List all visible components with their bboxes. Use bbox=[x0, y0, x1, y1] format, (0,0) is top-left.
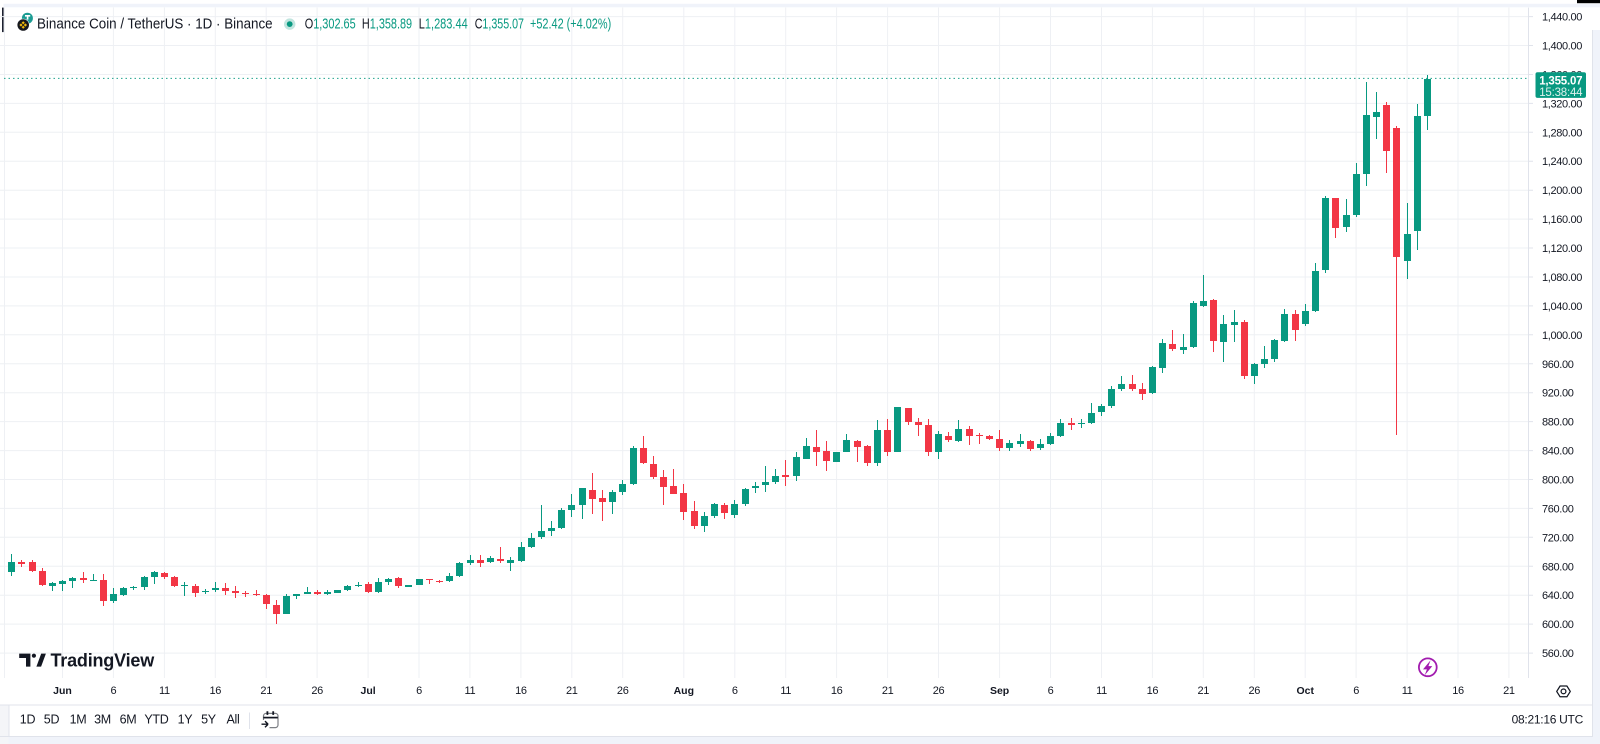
svg-text:6: 6 bbox=[1353, 685, 1359, 697]
svg-text:26: 26 bbox=[933, 685, 945, 697]
svg-text:Jun: Jun bbox=[53, 685, 72, 697]
svg-text:6M: 6M bbox=[120, 713, 137, 727]
svg-text:1,240.00: 1,240.00 bbox=[1542, 156, 1582, 168]
svg-text:600.00: 600.00 bbox=[1542, 619, 1574, 631]
svg-text:11: 11 bbox=[159, 685, 170, 697]
svg-text:21: 21 bbox=[566, 685, 578, 697]
svg-text:C1,355.07: C1,355.07 bbox=[475, 17, 524, 33]
svg-text:Jul: Jul bbox=[361, 685, 376, 697]
svg-text:960.00: 960.00 bbox=[1542, 359, 1574, 371]
svg-text:11: 11 bbox=[780, 685, 791, 697]
svg-text:H1,358.89: H1,358.89 bbox=[362, 17, 412, 33]
svg-text:Oct: Oct bbox=[1296, 685, 1314, 697]
svg-text:All: All bbox=[227, 713, 240, 727]
svg-text:1,040.00: 1,040.00 bbox=[1542, 301, 1582, 313]
svg-text:6: 6 bbox=[1048, 685, 1054, 697]
svg-text:560.00: 560.00 bbox=[1542, 648, 1574, 660]
svg-text:920.00: 920.00 bbox=[1542, 388, 1574, 400]
svg-text:Aug: Aug bbox=[674, 685, 694, 697]
svg-text:880.00: 880.00 bbox=[1542, 417, 1574, 429]
svg-text:16: 16 bbox=[1147, 685, 1159, 697]
svg-text:Sep: Sep bbox=[990, 685, 1009, 697]
svg-text:21: 21 bbox=[1503, 685, 1515, 697]
svg-text:1,440.00: 1,440.00 bbox=[1542, 12, 1582, 24]
svg-text:800.00: 800.00 bbox=[1542, 475, 1574, 487]
svg-text:11: 11 bbox=[1402, 685, 1413, 697]
svg-text:YTD: YTD bbox=[144, 713, 168, 727]
svg-text:1,080.00: 1,080.00 bbox=[1542, 272, 1582, 284]
svg-text:15:38:44: 15:38:44 bbox=[1539, 87, 1583, 99]
svg-text:1,355.07: 1,355.07 bbox=[1539, 76, 1582, 88]
svg-text:1,200.00: 1,200.00 bbox=[1542, 185, 1582, 197]
svg-text:760.00: 760.00 bbox=[1542, 503, 1574, 515]
svg-text:1,120.00: 1,120.00 bbox=[1542, 243, 1582, 255]
svg-text:26: 26 bbox=[617, 685, 629, 697]
svg-text:1,320.00: 1,320.00 bbox=[1542, 98, 1582, 110]
svg-text:08:21:16 UTC: 08:21:16 UTC bbox=[1512, 713, 1584, 727]
svg-text:21: 21 bbox=[260, 685, 272, 697]
svg-text:6: 6 bbox=[732, 685, 738, 697]
svg-text:16: 16 bbox=[1452, 685, 1464, 697]
svg-text:16: 16 bbox=[515, 685, 527, 697]
svg-text:5D: 5D bbox=[44, 713, 60, 727]
svg-text:L1,283.44: L1,283.44 bbox=[419, 17, 468, 33]
svg-text:+52.42 (+4.02%): +52.42 (+4.02%) bbox=[530, 17, 611, 33]
svg-text:1,280.00: 1,280.00 bbox=[1542, 127, 1582, 139]
svg-text:16: 16 bbox=[831, 685, 843, 697]
svg-text:1D: 1D bbox=[20, 713, 36, 727]
svg-text:6: 6 bbox=[111, 685, 117, 697]
svg-text:21: 21 bbox=[1198, 685, 1210, 697]
svg-text:TradingView: TradingView bbox=[51, 651, 156, 671]
svg-text:O1,302.65: O1,302.65 bbox=[305, 17, 356, 33]
svg-text:6: 6 bbox=[416, 685, 422, 697]
svg-text:840.00: 840.00 bbox=[1542, 446, 1574, 458]
svg-text:720.00: 720.00 bbox=[1542, 532, 1574, 544]
svg-text:1Y: 1Y bbox=[178, 713, 194, 727]
svg-text:21: 21 bbox=[882, 685, 894, 697]
svg-text:26: 26 bbox=[1249, 685, 1261, 697]
svg-text:640.00: 640.00 bbox=[1542, 590, 1574, 602]
svg-text:Binance Coin / TetherUS · 1D ·: Binance Coin / TetherUS · 1D · Binance bbox=[37, 17, 273, 33]
svg-text:5Y: 5Y bbox=[201, 713, 217, 727]
svg-text:1,160.00: 1,160.00 bbox=[1542, 214, 1582, 226]
svg-text:16: 16 bbox=[210, 685, 222, 697]
svg-text:1,400.00: 1,400.00 bbox=[1542, 41, 1582, 53]
svg-text:1M: 1M bbox=[70, 713, 87, 727]
svg-text:11: 11 bbox=[1096, 685, 1107, 697]
svg-text:1,000.00: 1,000.00 bbox=[1542, 330, 1582, 342]
svg-text:3M: 3M bbox=[94, 713, 111, 727]
svg-text:11: 11 bbox=[465, 685, 476, 697]
svg-text:680.00: 680.00 bbox=[1542, 561, 1574, 573]
svg-text:26: 26 bbox=[311, 685, 323, 697]
